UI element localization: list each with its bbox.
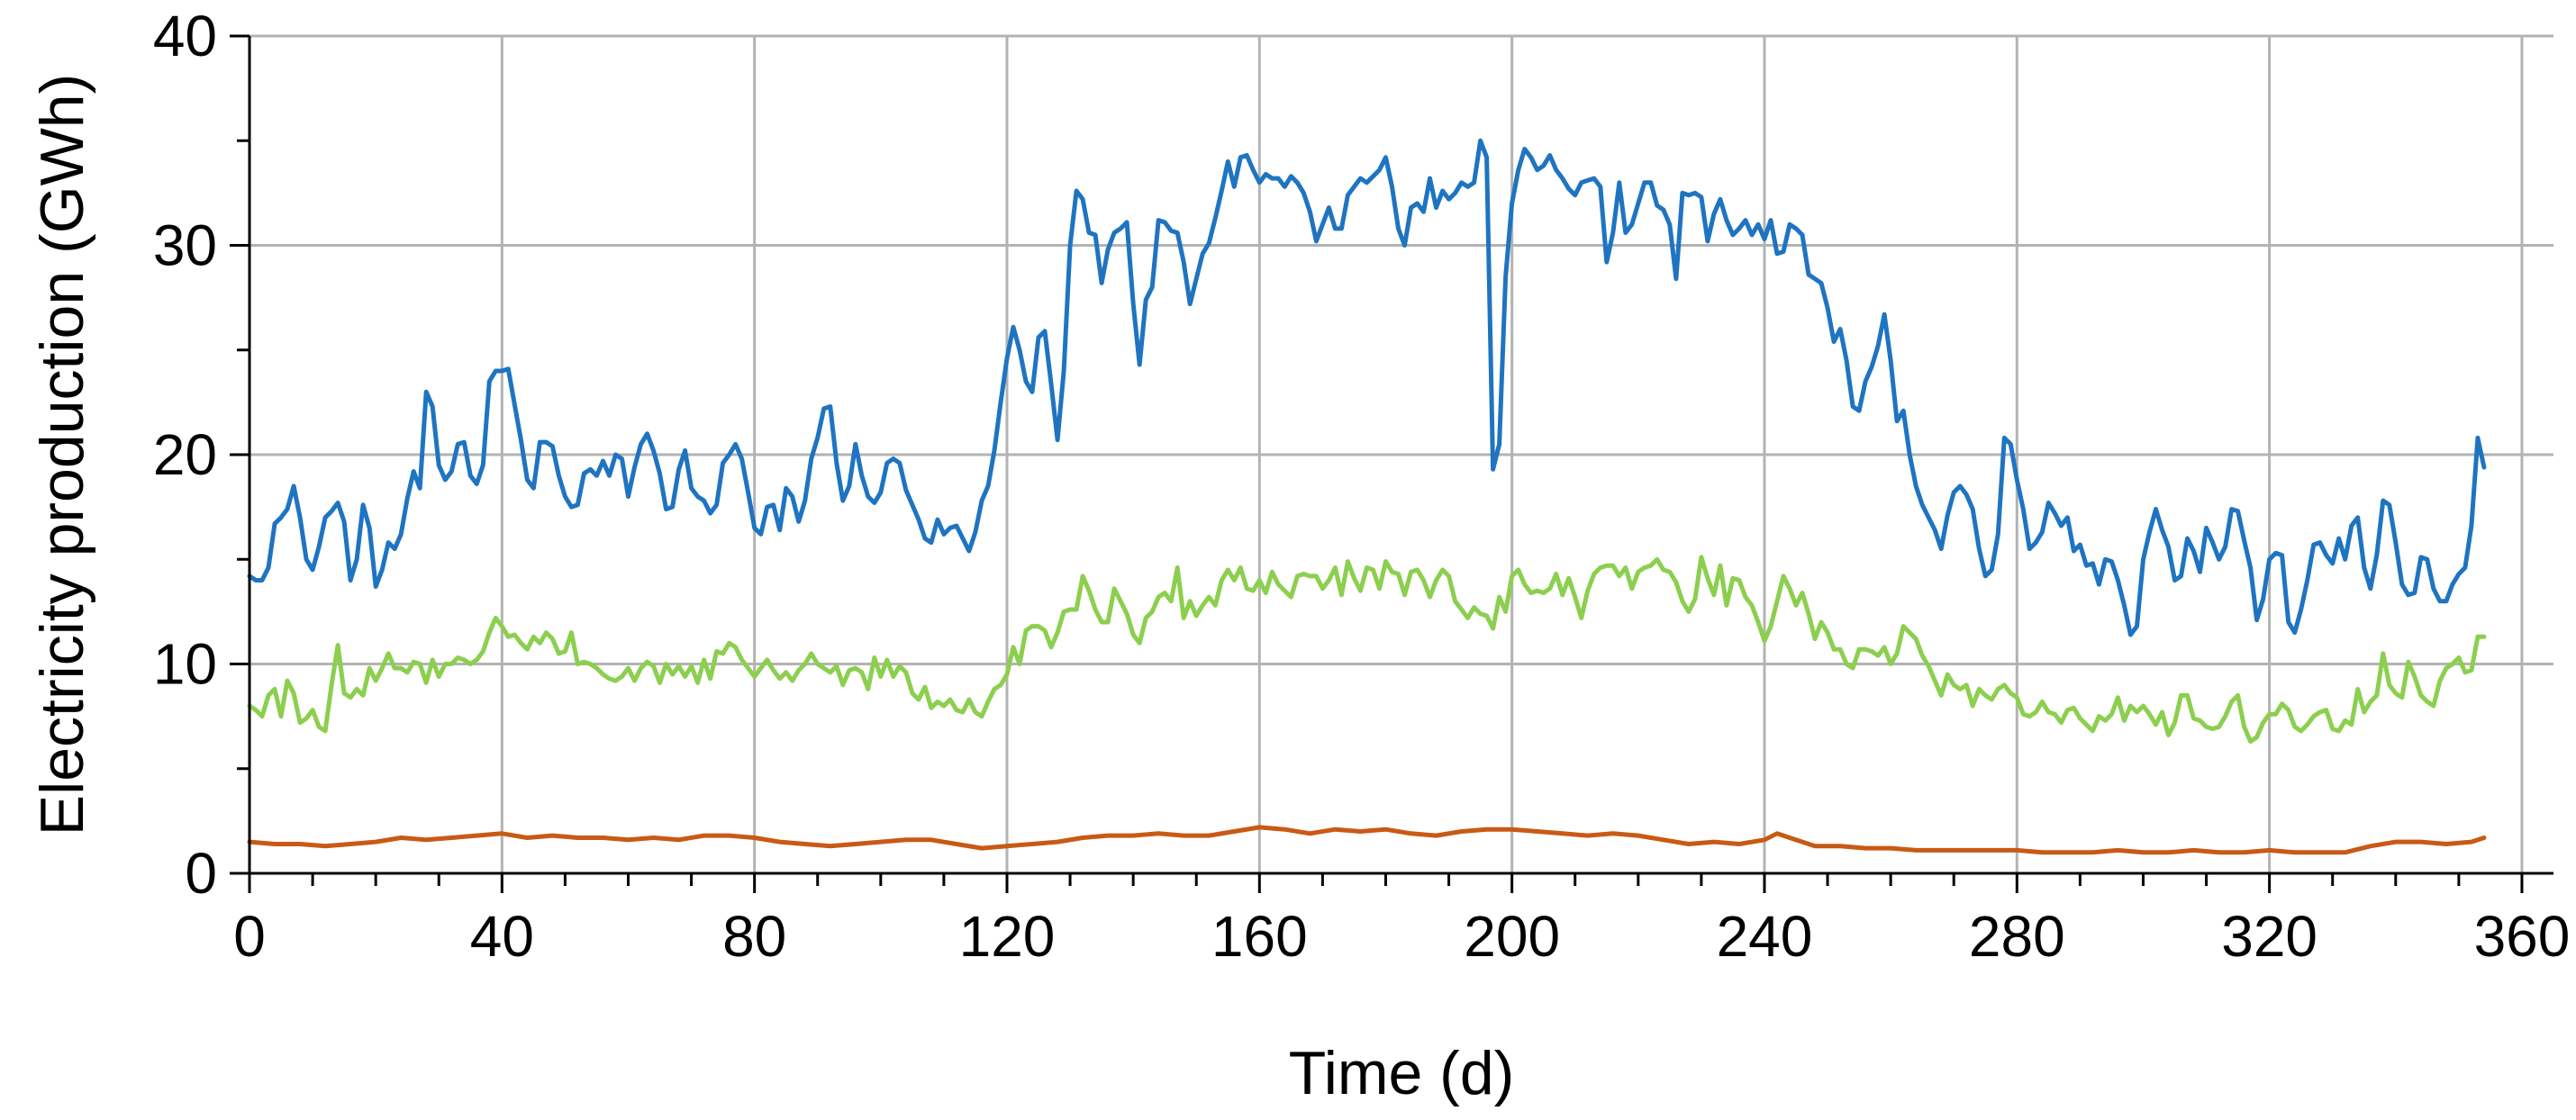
x-tick-label: 120 bbox=[959, 904, 1056, 969]
tick-labels: 0 40 80 120 160 200 240 280 320 360 0 10 20 30 40 bbox=[153, 4, 2571, 969]
x-tick-label: 360 bbox=[2474, 904, 2571, 969]
x-tick-label: 40 bbox=[470, 904, 534, 969]
y-tick-label: 40 bbox=[153, 4, 217, 68]
y-tick-label: 0 bbox=[185, 841, 217, 906]
y-tick-label: 10 bbox=[153, 632, 217, 697]
x-axis-title: Time (d) bbox=[1289, 1039, 1515, 1107]
x-tick-label: 160 bbox=[1211, 904, 1308, 969]
grid-lines bbox=[249, 34, 2553, 873]
series-lines bbox=[247, 138, 2487, 855]
y-tick-label: 20 bbox=[153, 422, 217, 487]
x-tick-label: 200 bbox=[1464, 904, 1560, 969]
y-tick-label: 30 bbox=[153, 213, 217, 278]
x-tick-label: 320 bbox=[2221, 904, 2317, 969]
x-tick-label: 0 bbox=[233, 904, 266, 969]
series-line-3 bbox=[247, 825, 2487, 855]
series-line-1 bbox=[247, 138, 2487, 637]
x-tick-label: 240 bbox=[1717, 904, 1813, 969]
axes bbox=[230, 34, 2553, 893]
x-tick-label: 280 bbox=[1969, 904, 2065, 969]
series-line-2 bbox=[247, 555, 2487, 744]
x-tick-label: 80 bbox=[722, 904, 786, 969]
y-axis-title: Electricity production (GWh) bbox=[28, 74, 96, 835]
